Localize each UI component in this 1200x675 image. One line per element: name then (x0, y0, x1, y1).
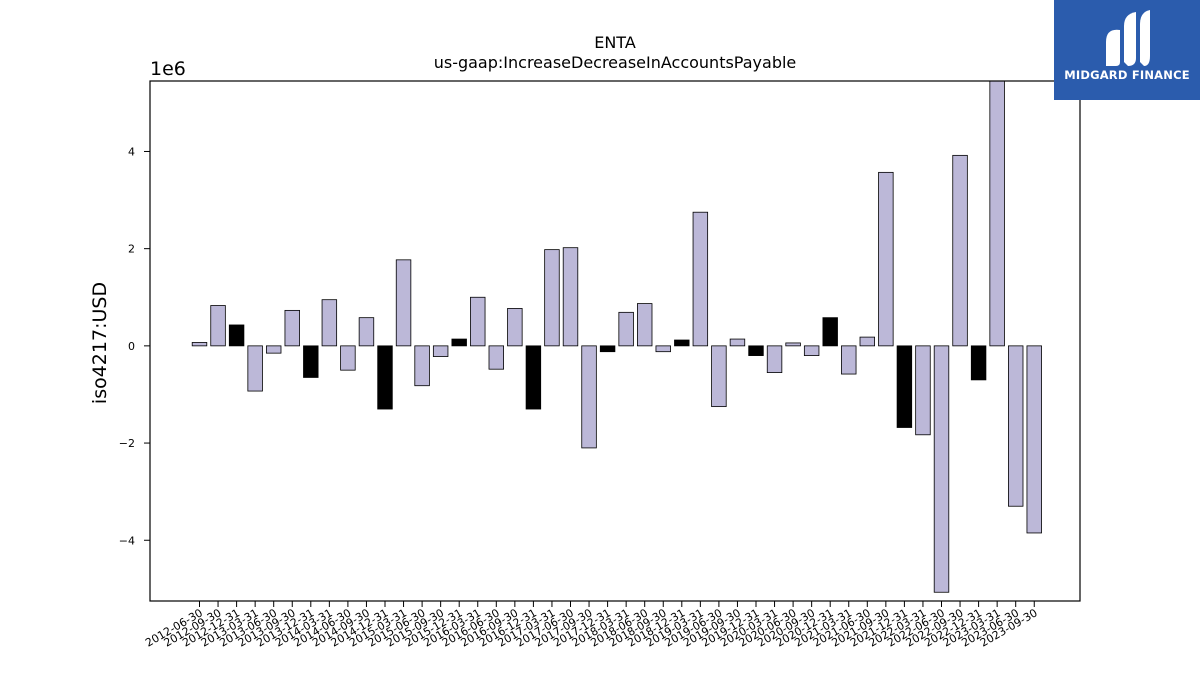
chart-title: ENTA (594, 33, 636, 52)
bar-2019-09-30 (729, 338, 746, 347)
x-axis: 2012-06-302012-09-302012-12-312013-03-31… (143, 601, 1040, 650)
bar-2015-06-30 (414, 345, 430, 387)
bar-2022-03-31 (915, 345, 931, 436)
plot-frame (149, 80, 1081, 602)
bars-group (191, 80, 1042, 593)
bar-2014-06-30 (340, 345, 356, 371)
bar-2020-03-31 (766, 345, 783, 373)
bar-2014-03-31 (321, 299, 338, 347)
bar-2014-12-31 (377, 345, 393, 410)
bar-2017-03-31 (544, 249, 560, 347)
bar-2021-12-31 (896, 345, 913, 428)
logo-mark-icon (1106, 10, 1150, 66)
bar-2012-12-31 (228, 324, 245, 347)
bar-2018-03-31 (618, 311, 634, 347)
bar-2020-09-30 (803, 345, 820, 356)
bar-2016-09-30 (507, 308, 523, 347)
bar-2020-12-31 (822, 317, 838, 347)
y-tick-label: 4 (128, 145, 135, 158)
bar-2013-09-30 (284, 309, 300, 347)
logo-text: MIDGARD FINANCE (1064, 68, 1190, 82)
bar-2022-06-30 (933, 345, 950, 593)
bar-2023-09-30 (1026, 345, 1042, 534)
bar-2016-06-30 (488, 345, 505, 370)
bar-2013-12-31 (303, 345, 319, 378)
bar-2013-03-31 (247, 345, 263, 392)
bar-2013-06-30 (265, 345, 282, 354)
bar-2015-03-31 (395, 259, 412, 347)
y-axis-label: iso4217:USD (89, 282, 111, 404)
bar-2015-12-31 (451, 338, 467, 347)
bar-2023-03-31 (989, 80, 1005, 347)
bar-2022-09-30 (952, 154, 968, 347)
bar-2012-09-30 (210, 305, 226, 347)
y-scale-label: 1e6 (150, 58, 186, 80)
y-tick-label: −2 (119, 437, 135, 450)
bar-2018-12-31 (674, 339, 690, 347)
y-tick-label: 2 (128, 243, 135, 256)
midgard-finance-logo: MIDGARD FINANCE (1054, 0, 1200, 100)
bar-2022-12-31 (970, 345, 987, 381)
chart-subtitle: us-gaap:IncreaseDecreaseInAccountsPayabl… (434, 53, 797, 72)
bar-2018-09-30 (655, 345, 671, 353)
bar-2021-06-30 (859, 336, 876, 347)
bar-2018-06-30 (637, 303, 653, 347)
bar-2012-06-30 (191, 342, 208, 347)
bar-2020-06-30 (785, 342, 801, 347)
bar-2017-06-30 (562, 247, 579, 347)
bar-2017-12-31 (599, 345, 616, 353)
y-tick-label: 0 (128, 340, 135, 353)
bar-2019-06-30 (711, 345, 727, 408)
bar-2021-09-30 (878, 171, 894, 347)
bar-2015-09-30 (432, 345, 449, 357)
bar-2017-09-30 (581, 345, 597, 449)
bar-2023-06-30 (1008, 345, 1024, 507)
bar-2021-03-31 (841, 345, 857, 375)
bar-2019-03-31 (692, 211, 709, 347)
bar-2019-12-31 (748, 345, 764, 356)
bar-2014-09-30 (358, 317, 375, 347)
bar-2016-12-31 (525, 345, 542, 410)
y-tick-label: −4 (119, 534, 135, 547)
bar-2016-03-31 (470, 296, 486, 347)
y-axis: −4 −2 0 2 4 (119, 145, 150, 547)
